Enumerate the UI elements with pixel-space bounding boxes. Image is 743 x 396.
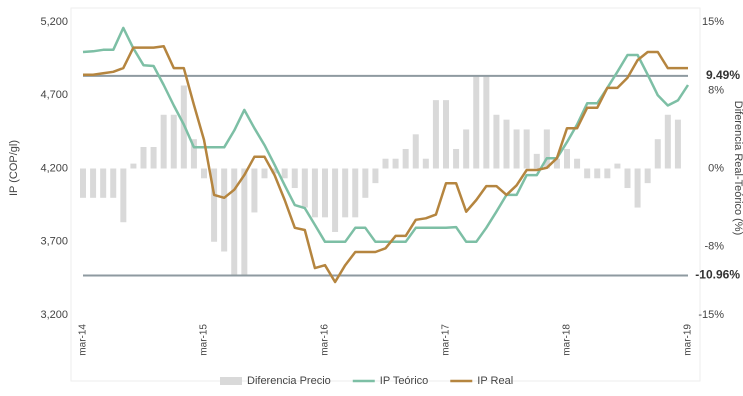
bar (533, 153, 540, 169)
y-tick-label: 4,700 (40, 89, 68, 101)
bar (150, 147, 157, 169)
y2-tick-label: -8% (704, 241, 724, 253)
bar (271, 168, 278, 174)
bar (80, 168, 86, 198)
bar (543, 129, 550, 169)
x-tick-label: mar-16 (320, 324, 331, 356)
bar (201, 168, 207, 179)
bar (291, 168, 298, 189)
bar (301, 168, 308, 208)
line-series (82, 26, 690, 244)
bar (594, 168, 601, 179)
bar (553, 158, 560, 169)
bar (443, 100, 449, 169)
legend-swatch (220, 377, 242, 385)
bar (564, 148, 570, 169)
bar (251, 168, 258, 213)
bar (120, 168, 127, 223)
bar (352, 168, 359, 218)
bar (281, 168, 288, 179)
y2-axis-label: Diferencia Real-Teórico (%) (732, 101, 743, 236)
bar (644, 168, 651, 184)
y2-tick-label: 0% (708, 162, 724, 174)
bar (624, 168, 631, 189)
bar (241, 168, 248, 276)
bar (322, 168, 328, 218)
x-tick-label: mar-15 (199, 324, 210, 356)
y-tick-label: 5,200 (40, 16, 68, 28)
bar (584, 168, 591, 179)
y2-tick-label: -15% (698, 309, 724, 321)
bar (342, 168, 349, 218)
bar (261, 168, 268, 179)
bar (110, 168, 117, 198)
bar (392, 158, 399, 169)
bar (463, 129, 470, 169)
bar (432, 100, 439, 169)
bar (100, 168, 107, 198)
y-tick-label: 3,200 (40, 309, 68, 321)
bar (473, 75, 480, 169)
y2-tick-label: 15% (702, 16, 724, 28)
bar (160, 114, 167, 169)
bar (90, 168, 97, 198)
bar (483, 75, 490, 169)
bar (140, 147, 147, 169)
bar (332, 168, 339, 232)
bar (311, 168, 318, 218)
bar (130, 163, 137, 169)
bar (231, 168, 238, 276)
y-axis-label: IP (COP/gl) (8, 140, 20, 196)
bar (503, 119, 510, 169)
bar (574, 158, 581, 169)
bar (170, 114, 177, 169)
bar (664, 114, 671, 169)
bar (674, 119, 681, 169)
x-tick-label: mar-17 (441, 324, 452, 356)
bar (190, 139, 197, 169)
y-tick-label: 4,200 (40, 162, 68, 174)
bar (493, 114, 500, 169)
legend-label: Diferencia Precio (247, 375, 331, 387)
bar (382, 158, 389, 169)
bar (221, 168, 228, 252)
line-series (83, 44, 688, 284)
x-tick-label: mar-19 (683, 324, 694, 356)
legend-label: IP Teórico (380, 375, 429, 387)
bar (453, 148, 460, 169)
bar (422, 158, 429, 169)
bar (402, 148, 409, 169)
bar (634, 168, 641, 208)
y2-tick-label: 8% (708, 84, 724, 96)
y-tick-label: 3,700 (40, 236, 68, 248)
bar (513, 129, 520, 169)
legend-label: IP Real (477, 375, 513, 387)
bar (654, 139, 661, 169)
plot-frame (70, 7, 701, 382)
bar (412, 134, 419, 169)
bar (614, 163, 621, 169)
x-tick-label: mar-18 (562, 324, 573, 356)
x-tick-label: mar-14 (78, 324, 89, 356)
reference-label: 9.49% (706, 68, 740, 82)
bar (211, 168, 218, 242)
bar (362, 168, 369, 198)
reference-label: -10.96% (695, 268, 740, 282)
bar (372, 168, 379, 184)
bar (604, 168, 611, 179)
bar (523, 129, 530, 169)
